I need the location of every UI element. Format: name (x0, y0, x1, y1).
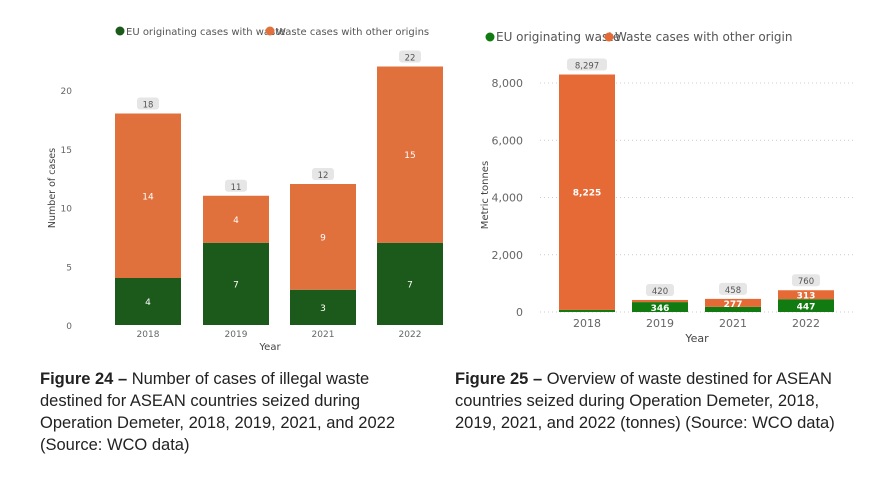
bar-segment (778, 299, 834, 312)
bar-segment (290, 289, 356, 325)
legend-entry: Waste cases with other origins (276, 27, 429, 38)
x-tick-label: 2019 (225, 330, 248, 340)
y-tick-label: 0 (66, 322, 72, 332)
y-axis-title: Number of cases (47, 148, 58, 228)
total-label-bg (792, 274, 820, 287)
caption-text: Overview of waste destined for ASEAN cou… (455, 370, 835, 432)
bar-segment (203, 195, 269, 243)
data-label: 9 (320, 233, 326, 243)
data-label: 447 (797, 303, 816, 313)
bar-segment (705, 298, 761, 307)
caption-label: Figure 24 – (40, 370, 128, 388)
x-axis-title: Year (258, 342, 281, 353)
total-label: 760 (798, 277, 814, 287)
total-label: 18 (143, 101, 154, 111)
y-tick-label: 2,000 (492, 249, 524, 262)
legend-marker (115, 26, 125, 36)
bar-segment (115, 278, 181, 325)
data-label: 14 (142, 192, 154, 202)
caption-text: Number of cases of illegal waste destine… (40, 370, 396, 454)
total-label-bg (225, 179, 247, 192)
data-label: 7 (233, 280, 239, 290)
data-label: 346 (651, 304, 670, 314)
x-axis-title: Year (684, 332, 709, 345)
x-tick-label: 2019 (646, 317, 674, 330)
total-label: 8,297 (575, 61, 599, 71)
y-tick-label: 0 (516, 306, 523, 319)
total-label: 22 (405, 54, 416, 64)
bar-segment (559, 309, 615, 312)
bar-segment (290, 184, 356, 290)
legend-marker (265, 26, 275, 36)
y-tick-label: 4,000 (492, 192, 524, 205)
data-label: 7 (407, 280, 413, 290)
data-label: 3 (320, 304, 326, 314)
data-label: 313 (797, 292, 816, 302)
x-tick-label: 2021 (719, 317, 747, 330)
total-label: 420 (652, 287, 668, 297)
y-axis-title: Metric tonnes (480, 161, 491, 229)
total-label: 458 (725, 286, 741, 296)
data-label: 15 (404, 151, 415, 161)
data-label: 8,225 (573, 189, 601, 199)
legend-marker (485, 32, 495, 42)
x-tick-label: 2022 (792, 317, 820, 330)
legend-entry: Waste cases with other origin (615, 30, 792, 44)
x-tick-label: 2022 (399, 330, 422, 340)
y-tick-label: 15 (61, 146, 72, 156)
y-tick-label: 8,000 (492, 77, 524, 90)
total-label: 12 (318, 171, 329, 181)
bar-segment (559, 74, 615, 310)
bar-segment (377, 242, 443, 325)
bar-segment (632, 302, 688, 312)
total-label: 11 (231, 183, 242, 193)
bar-segment (115, 113, 181, 278)
total-label-bg (567, 58, 607, 71)
y-tick-label: 5 (66, 263, 72, 273)
bar-segment (632, 299, 688, 303)
legend-entry: EU originating waste (496, 30, 620, 44)
bar-segment (705, 306, 761, 312)
legend-entry: EU originating cases with waste (126, 27, 285, 38)
total-label-bg (137, 97, 159, 110)
data-label: 4 (145, 298, 151, 308)
caption-figure-25: Figure 25 – Overview of waste destined f… (455, 368, 855, 434)
data-label: 277 (724, 300, 743, 310)
total-label-bg (719, 282, 747, 295)
x-tick-label: 2018 (137, 330, 160, 340)
data-label: 4 (233, 216, 239, 226)
total-label-bg (646, 283, 674, 296)
caption-label: Figure 25 – (455, 370, 543, 388)
x-tick-label: 2021 (312, 330, 335, 340)
y-tick-label: 20 (61, 87, 73, 97)
total-label-bg (312, 168, 334, 180)
legend-marker (604, 32, 614, 42)
caption-figure-24: Figure 24 – Number of cases of illegal w… (40, 368, 420, 456)
x-tick-label: 2018 (573, 317, 601, 330)
total-label-bg (399, 50, 421, 63)
bar-segment (778, 290, 834, 300)
bar-segment (203, 242, 269, 325)
y-tick-label: 10 (61, 205, 73, 215)
y-tick-label: 6,000 (492, 134, 524, 147)
bar-segment (377, 66, 443, 243)
